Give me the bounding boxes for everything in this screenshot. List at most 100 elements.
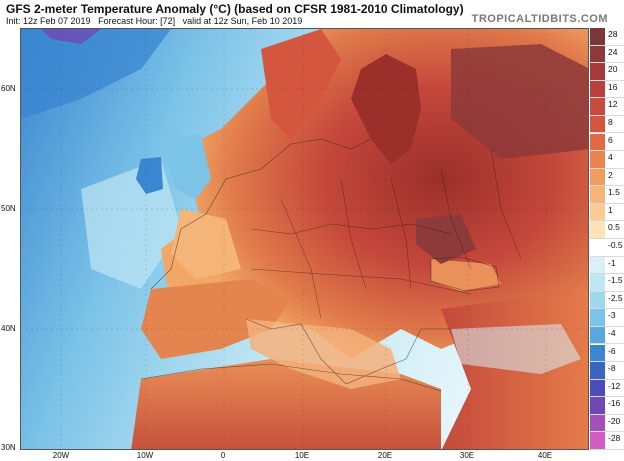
coastlines <box>140 138 500 392</box>
colorbar-swatch <box>590 362 605 379</box>
colorbar-level: -4 <box>590 326 624 345</box>
colorbar-swatch <box>590 379 605 397</box>
colorbar-swatch <box>590 291 605 309</box>
colorbar-level: 1 <box>590 203 624 222</box>
colorbar-swatch <box>590 133 605 151</box>
lon-label-20e: 20E <box>377 451 393 460</box>
black-sea <box>431 259 501 291</box>
colorbar-swatch <box>590 203 605 221</box>
lat-label-50n: 50N <box>1 204 16 213</box>
colorbar-level: 2 <box>590 168 624 187</box>
colorbar-label: 4 <box>608 152 613 163</box>
colorbar-label: 16 <box>608 81 618 92</box>
colorbar-level: -1.5 <box>590 274 624 292</box>
colorbar-swatch <box>590 28 605 45</box>
colorbar-level: 20 <box>590 63 624 81</box>
colorbar-swatch <box>590 274 605 291</box>
lat-label-60n: 60N <box>1 84 16 93</box>
country-borders <box>250 148 522 320</box>
carpathian-warm-core <box>416 214 476 264</box>
colorbar-swatch <box>590 45 605 63</box>
colorbar-swatch <box>590 63 605 80</box>
colorbar-level: -2.5 <box>590 291 624 310</box>
lon-label-10e: 10E <box>294 451 310 460</box>
scandinavia-baltic <box>351 54 421 164</box>
valid-time: valid at 12z Sun, Feb 10 2019 <box>182 16 303 26</box>
colorbar-swatch <box>590 80 605 98</box>
colorbar-label: 1.5 <box>608 187 620 198</box>
iberia <box>141 279 291 359</box>
colorbar-label: -28 <box>608 433 621 444</box>
colorbar-level: 28 <box>590 28 624 46</box>
great-britain <box>166 134 211 199</box>
colorbar-label: 2 <box>608 169 613 180</box>
colorbar-swatch <box>590 151 605 168</box>
colorbar-swatch <box>590 344 605 362</box>
colorbar-level: 8 <box>590 115 624 134</box>
colorbar-label: -1.5 <box>608 275 623 286</box>
colorbar-label: 24 <box>608 46 618 57</box>
colorbar-level: -6 <box>590 344 624 363</box>
map-subtitle: Init: 12z Feb 07 2019 Forecast Hour: [72… <box>6 16 302 26</box>
colorbar-swatch <box>590 414 605 432</box>
western-russia-strong-warm <box>451 44 588 159</box>
colorbar-level: 0.5 <box>590 221 624 239</box>
colorbar-label: -16 <box>608 398 621 409</box>
map-title: GFS 2-meter Temperature Anomaly (°C) (ba… <box>6 2 464 16</box>
colorbar-label: 20 <box>608 64 618 75</box>
lon-label-30e: 30E <box>459 451 475 460</box>
colorbar-swatch <box>590 186 605 203</box>
anomaly-map <box>20 28 589 450</box>
colorbar-level: -0.5 <box>590 239 624 257</box>
colorbar-level: 12 <box>590 98 624 116</box>
brand-logo-text: TROPICALTIDBITS.COM <box>471 13 608 25</box>
cold-anomaly-north-atlantic <box>21 29 171 119</box>
colorbar-label: 1 <box>608 204 613 215</box>
colorbar-label: -2.5 <box>608 292 623 303</box>
colorbar-label: -6 <box>608 345 616 356</box>
map-svg <box>21 29 588 449</box>
norway <box>261 29 341 139</box>
colorbar-level: -3 <box>590 309 624 327</box>
colorbar-level: -16 <box>590 397 624 415</box>
lon-label-10w: 10W <box>136 451 154 460</box>
colorbar-level: -12 <box>590 379 624 398</box>
colorbar-level: -1 <box>590 256 624 275</box>
lon-label-40e: 40E <box>537 451 553 460</box>
colorbar-swatch <box>590 168 605 186</box>
colorbar-swatch <box>590 397 605 414</box>
france-west <box>171 209 241 279</box>
mediterranean-sea <box>246 319 401 389</box>
colorbar-level: -20 <box>590 414 624 433</box>
strong-cold-anomaly-patch <box>41 29 101 44</box>
colorbar-swatch <box>590 256 605 274</box>
colorbar-label: -12 <box>608 380 621 391</box>
colorbar-swatch <box>590 221 605 238</box>
lat-label-40n: 40N <box>1 324 16 333</box>
ireland <box>136 157 163 194</box>
colorbar-swatch <box>590 239 605 256</box>
colorbar-swatch <box>590 309 605 326</box>
lon-label-20w: 20W <box>52 451 70 460</box>
colorbar-level: 1.5 <box>590 186 624 204</box>
colorbar-label: -3 <box>608 310 616 321</box>
colorbar-swatch <box>590 98 605 115</box>
colorbar-label: 6 <box>608 134 613 145</box>
colorbar-level: 4 <box>590 151 624 169</box>
colorbar-level: 6 <box>590 133 624 152</box>
colorbar-label: 0.5 <box>608 222 620 233</box>
colorbar-label: 12 <box>608 99 618 110</box>
colorbar-level: -28 <box>590 432 624 450</box>
header: GFS 2-meter Temperature Anomaly (°C) (ba… <box>0 0 624 28</box>
lon-label-0: 0 <box>220 451 226 460</box>
colorbar-swatch <box>590 432 605 449</box>
colorbar-label: 8 <box>608 116 613 127</box>
colorbar-swatch <box>590 326 605 344</box>
colorbar-level: -8 <box>590 362 624 380</box>
forecast-hour: Forecast Hour: [72] <box>98 16 176 26</box>
lat-label-30n: 30N <box>1 443 16 452</box>
colorbar-swatch <box>590 115 605 133</box>
warm-neutral-atlantic-band <box>81 159 181 289</box>
colorbar-label: -20 <box>608 415 621 426</box>
colorbar-level: 16 <box>590 80 624 99</box>
